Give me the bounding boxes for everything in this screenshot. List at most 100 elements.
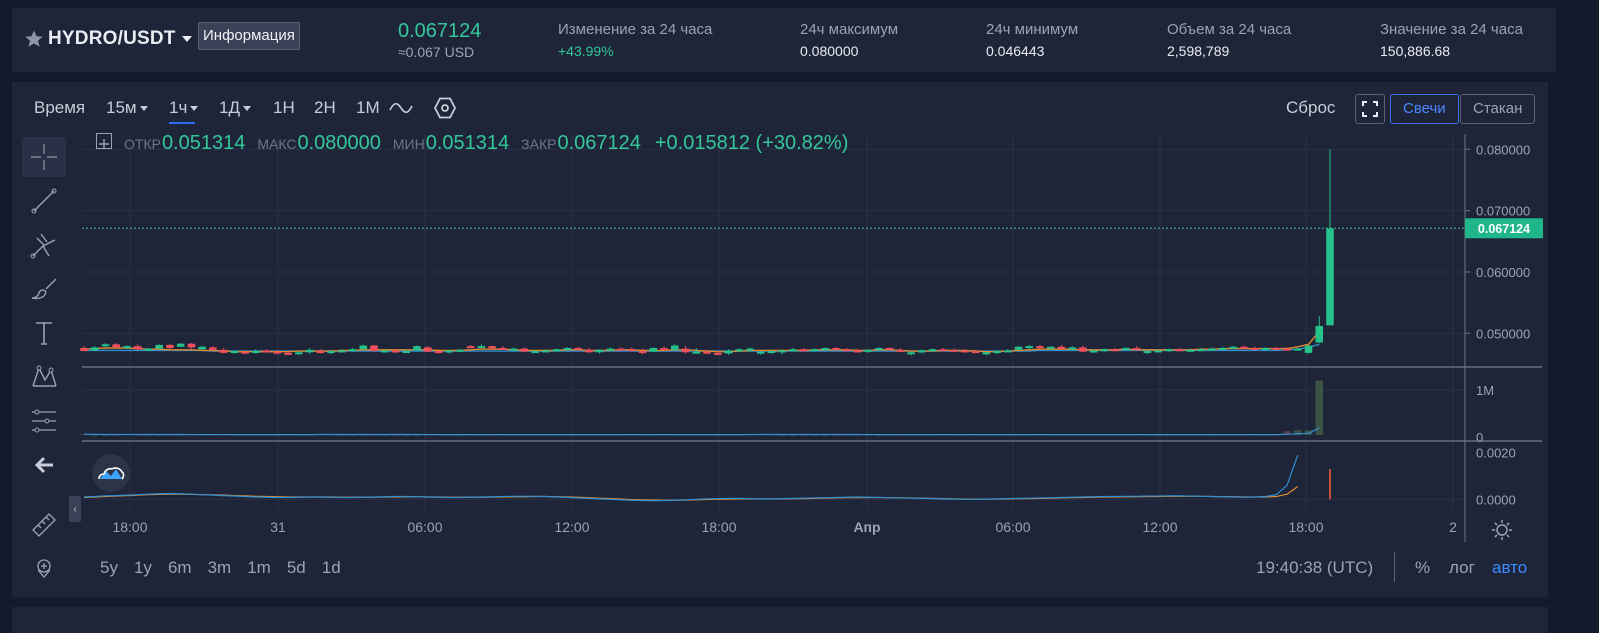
candle-body — [413, 346, 421, 351]
range-3m[interactable]: 3m — [207, 558, 232, 577]
candle-body — [434, 351, 443, 354]
time-tick-label: 12:00 — [554, 519, 589, 535]
candle-body — [1111, 349, 1119, 352]
candle-body — [563, 347, 572, 350]
candle-body — [542, 350, 550, 353]
settings-hexagon-icon[interactable] — [433, 96, 457, 120]
stat-value: +43.99% — [558, 43, 614, 59]
line-icon — [31, 188, 57, 214]
candle-body — [176, 343, 185, 347]
volume-bar — [359, 434, 368, 436]
candle-body — [370, 345, 378, 352]
candle-body — [789, 349, 797, 352]
time-tick-label: 18:00 — [112, 519, 147, 535]
candle-body — [638, 351, 647, 354]
crosshair-tool[interactable] — [22, 137, 66, 177]
text-tool[interactable] — [22, 313, 66, 353]
interval-1mo[interactable]: 1М — [356, 98, 380, 117]
candle-body — [305, 349, 314, 353]
pattern-tool[interactable] — [22, 357, 66, 397]
candle-body — [1025, 346, 1034, 349]
magnet-tool[interactable] — [22, 551, 66, 591]
wave-icon[interactable] — [389, 100, 413, 116]
range-6m[interactable]: 6m — [167, 558, 192, 577]
volume-tick-label: 1M — [1476, 383, 1494, 398]
pair-name[interactable]: HYDRO/USDT — [48, 28, 176, 49]
fullscreen-icon — [1362, 101, 1378, 117]
range-5y[interactable]: 5y — [100, 558, 118, 577]
pair-selector[interactable]: HYDRO/USDT — [24, 28, 192, 50]
page-margin — [1556, 0, 1599, 633]
close-value: 0.067124 — [557, 132, 641, 154]
range-1y[interactable]: 1y — [133, 558, 152, 577]
candle-body — [1197, 349, 1205, 352]
interval-1h[interactable]: 1ч — [169, 98, 199, 118]
back-tool[interactable] — [22, 445, 66, 485]
candle-body — [1240, 346, 1248, 349]
chevron-left-icon: ‹ — [73, 503, 77, 515]
candle-body — [445, 350, 453, 353]
interval-1w[interactable]: 1Н — [273, 98, 295, 117]
candle-body — [821, 347, 829, 350]
candle-body — [1218, 347, 1227, 350]
stat-value: 0.046443 — [986, 43, 1045, 59]
interval-label: 1Д — [219, 98, 240, 117]
open-label: ОТКР — [124, 136, 161, 152]
chevron-down-icon[interactable] — [181, 36, 192, 42]
candle-body — [1165, 349, 1173, 352]
candle-body — [692, 351, 701, 354]
percent-scale-toggle[interactable]: % — [1415, 558, 1431, 577]
interval-1d[interactable]: 1Д — [219, 98, 251, 118]
chart-panel: 0.067124 0.080000 0.070000 0.060000 0.050000… — [12, 82, 1548, 597]
candle-body — [799, 349, 808, 352]
fib-tool[interactable] — [22, 401, 66, 441]
candle-body — [101, 344, 110, 347]
log-scale-toggle[interactable]: лог — [1449, 558, 1475, 577]
plus-square-icon[interactable] — [96, 133, 112, 149]
candle-body — [918, 350, 926, 353]
info-button[interactable]: Информация — [198, 22, 300, 50]
star-icon[interactable] — [24, 29, 44, 49]
stat-label: Объем за 24 часа — [1167, 21, 1292, 38]
candle-body — [295, 352, 303, 355]
candle-body — [1261, 347, 1270, 350]
time-tick-label: Апр — [853, 519, 880, 535]
time-tick-label: 06:00 — [407, 519, 442, 535]
candle-body — [198, 346, 206, 350]
stat-high-24h: 24ч максимум 0.080000 — [800, 20, 898, 62]
candle-body — [724, 350, 733, 354]
stat-value: 150,886.68 — [1380, 43, 1451, 59]
volume-bar — [90, 434, 99, 436]
current-price-tag — [1465, 218, 1543, 239]
range-1m[interactable]: 1m — [247, 558, 271, 577]
trendline-tool[interactable] — [22, 181, 66, 221]
price-tick-label: 0.060000 — [1476, 265, 1530, 280]
utc-clock[interactable]: 19:40:38 (UTC) — [1256, 558, 1374, 577]
range-selector: 5y 1y 6m 3m 1m 5d 1d — [100, 558, 341, 578]
collapse-toolbar-button[interactable]: ‹ — [69, 496, 81, 522]
interval-2w[interactable]: 2Н — [314, 98, 336, 117]
candle-body — [1089, 350, 1098, 353]
depth-tab[interactable]: Стакан — [1460, 94, 1536, 124]
chart-canvas[interactable]: 0.067124 0.080000 0.070000 0.060000 0.050000… — [12, 82, 1548, 597]
fibonacci-icon — [32, 409, 56, 433]
pitchfork-tool[interactable] — [22, 225, 66, 265]
sun-settings-icon[interactable] — [1492, 520, 1512, 540]
brush-tool[interactable] — [22, 269, 66, 309]
interval-15m[interactable]: 15м — [106, 98, 148, 118]
ruler-tool[interactable] — [22, 505, 66, 545]
time-tick-label: 06:00 — [995, 519, 1030, 535]
pin-icon — [37, 559, 51, 578]
auto-scale-toggle[interactable]: авто — [1492, 558, 1528, 577]
candle-body — [316, 351, 325, 354]
reset-button[interactable]: Сброс — [1286, 98, 1336, 117]
fullscreen-button[interactable] — [1355, 94, 1385, 124]
candles-tab[interactable]: Свечи — [1390, 94, 1459, 124]
candle-body — [703, 351, 711, 354]
candle-body — [1154, 350, 1162, 353]
range-1d[interactable]: 1d — [321, 558, 341, 577]
brush-icon — [31, 278, 57, 300]
range-5d[interactable]: 5d — [286, 558, 306, 577]
stat-label: 24ч максимум — [800, 21, 899, 38]
volume-bar — [348, 434, 357, 436]
